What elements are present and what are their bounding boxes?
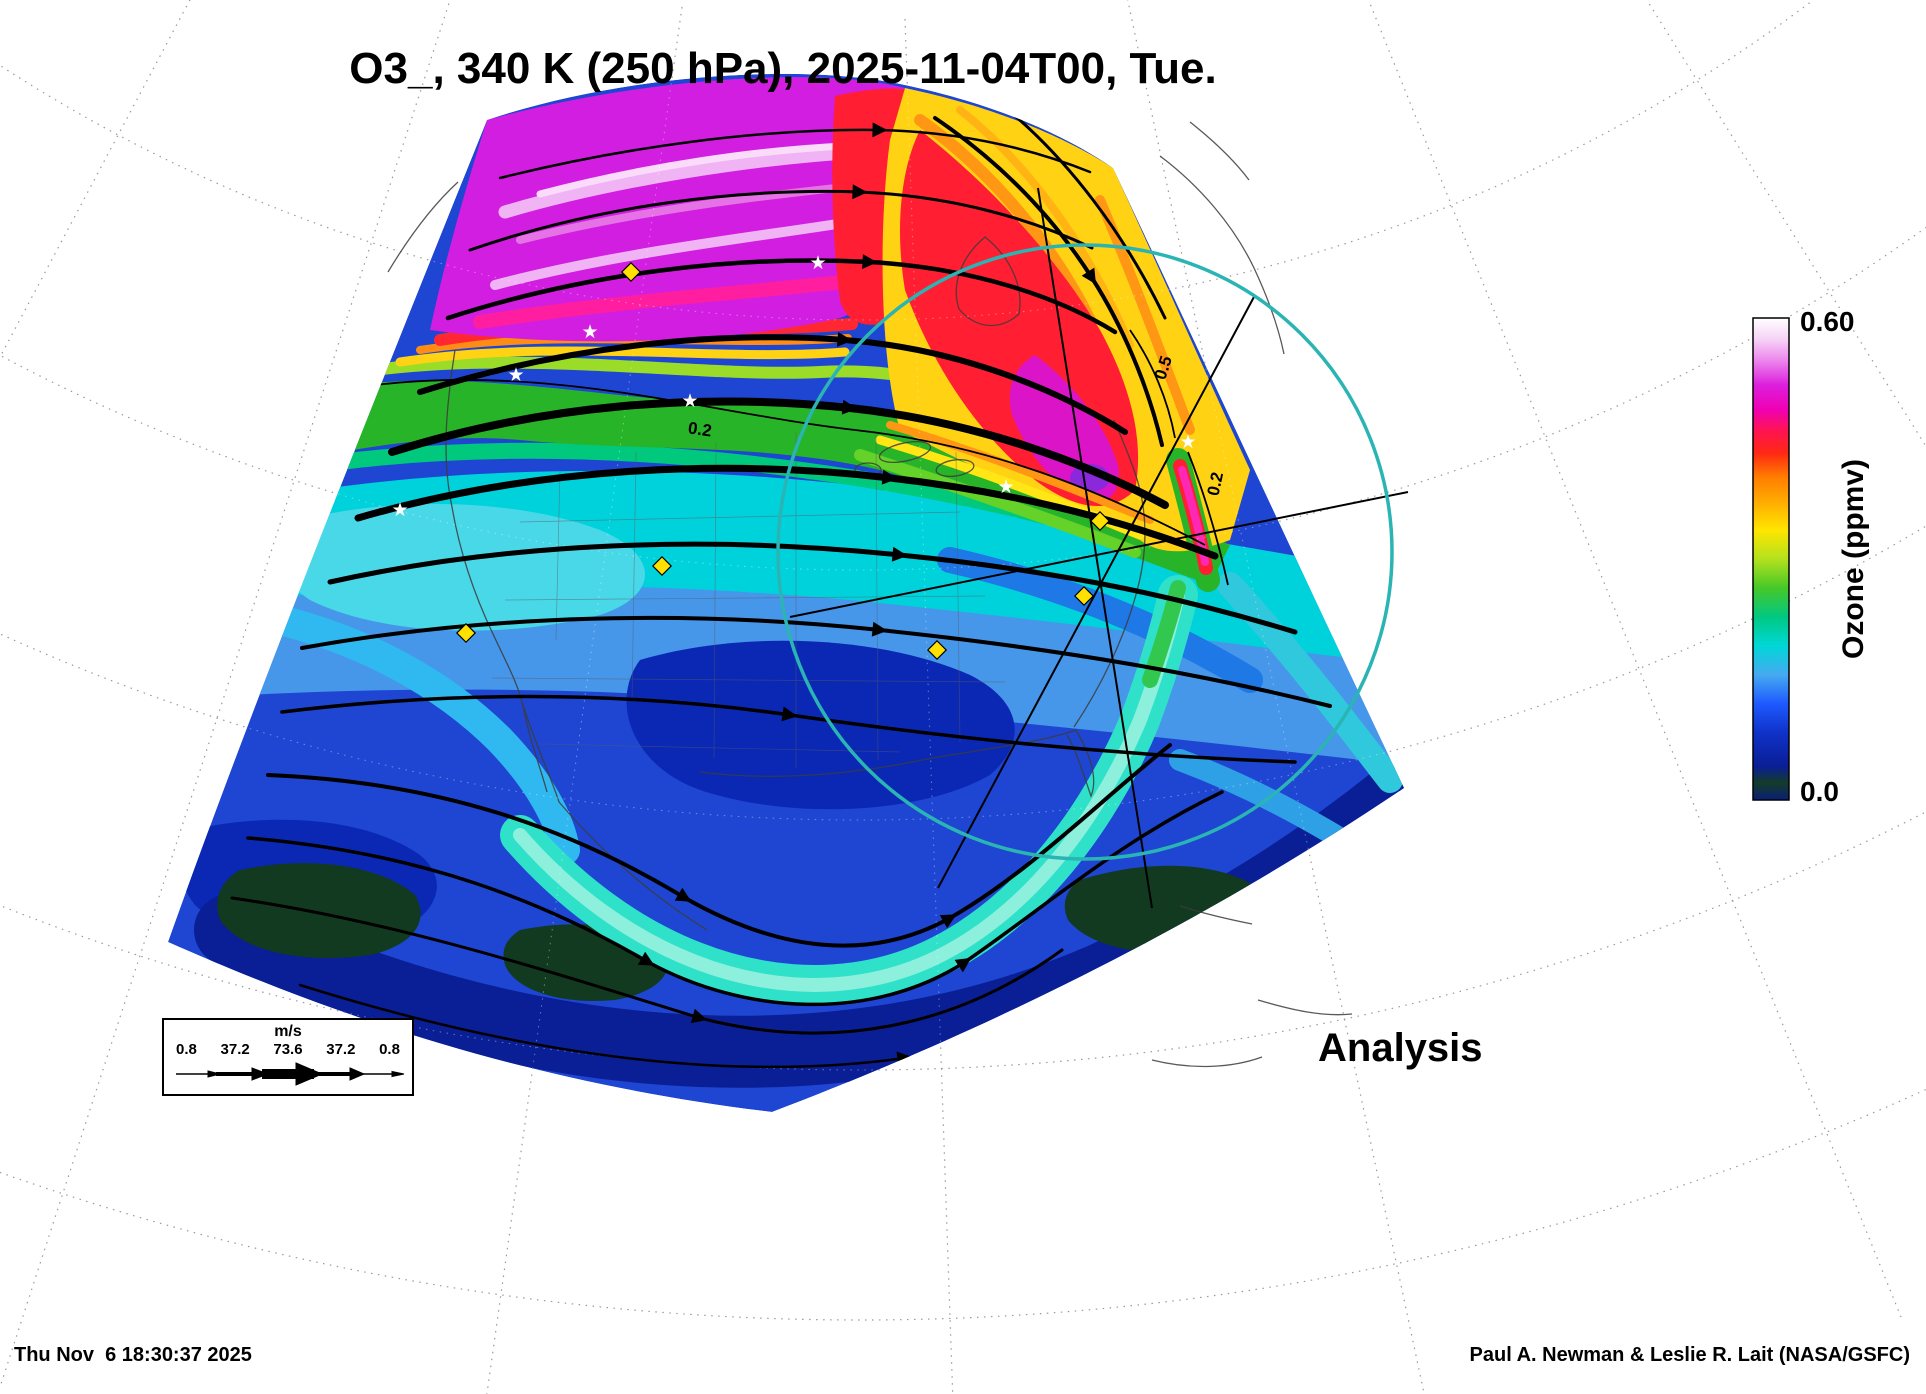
figure-title: O3_, 340 K (250 hPa), 2025-11-04T00, Tue… xyxy=(349,44,1217,93)
svg-text:★: ★ xyxy=(997,476,1014,498)
wind-tick: 37.2 xyxy=(326,1041,356,1058)
generation-timestamp: Thu Nov 6 18:30:37 2025 xyxy=(14,1344,252,1366)
wind-streamlines xyxy=(230,103,1332,1069)
range-circle xyxy=(776,243,1394,861)
colorbar xyxy=(1752,317,1790,801)
svg-text:★: ★ xyxy=(507,364,524,386)
svg-text:★: ★ xyxy=(1179,431,1196,453)
star-markers: ★ ★ ★ ★ ★ ★ ★ xyxy=(391,252,1196,521)
contour-label-02: 0.2 xyxy=(686,418,713,441)
cross-section-lines xyxy=(789,187,1409,909)
svg-text:★: ★ xyxy=(581,321,598,343)
svg-text:★: ★ xyxy=(391,499,408,521)
wind-legend-units: m/s xyxy=(274,1023,302,1040)
station-markers xyxy=(455,261,1111,661)
wind-tick: 0.8 xyxy=(379,1041,400,1058)
wind-tick: 37.2 xyxy=(220,1041,250,1058)
credit-line: Paul A. Newman & Leslie R. Lait (NASA/GS… xyxy=(1469,1344,1910,1366)
svg-text:★: ★ xyxy=(809,252,826,274)
state-boundaries xyxy=(491,432,1006,768)
wind-tick: 0.8 xyxy=(176,1041,197,1058)
wind-legend-ticks: 0.8 37.2 73.6 37.2 0.8 xyxy=(164,1041,412,1059)
coastlines xyxy=(387,121,1353,1068)
ozone-contour-lines xyxy=(351,329,1229,586)
colorbar-max-label: 0.60 xyxy=(1800,306,1855,337)
analysis-label: Analysis xyxy=(1318,1026,1483,1070)
colorbar-axis-label: Ozone (ppmv) xyxy=(1837,459,1870,659)
wind-speed-legend: m/s 0.8 37.2 73.6 37.2 0.8 xyxy=(162,1018,414,1096)
colorbar-min-label: 0.0 xyxy=(1800,776,1839,807)
wind-tick: 73.6 xyxy=(273,1041,303,1058)
ozone-filled-contours xyxy=(168,73,1404,1112)
svg-text:★: ★ xyxy=(681,390,698,412)
wind-speed-arrow-glyph xyxy=(176,1062,405,1086)
